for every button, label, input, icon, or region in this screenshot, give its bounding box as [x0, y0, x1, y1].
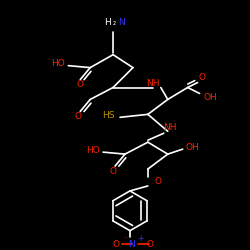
Text: ⁻: ⁻ — [123, 234, 127, 243]
Text: N: N — [118, 18, 124, 27]
Text: OH: OH — [204, 93, 217, 102]
Text: O: O — [154, 178, 161, 186]
Text: H: H — [104, 18, 110, 27]
Text: NH: NH — [146, 79, 160, 88]
Text: O: O — [198, 73, 205, 82]
Text: HO: HO — [52, 59, 65, 68]
Text: O: O — [75, 112, 82, 121]
Text: OH: OH — [186, 143, 200, 152]
Text: ₂: ₂ — [112, 18, 116, 27]
Text: +: + — [137, 234, 143, 243]
Text: O: O — [110, 166, 116, 175]
Text: HS: HS — [102, 111, 114, 120]
Text: O: O — [112, 240, 119, 249]
Text: NH: NH — [163, 123, 176, 132]
Text: O: O — [146, 240, 153, 249]
Text: N: N — [128, 240, 135, 249]
Text: HO: HO — [86, 146, 100, 155]
Text: O: O — [77, 80, 84, 89]
